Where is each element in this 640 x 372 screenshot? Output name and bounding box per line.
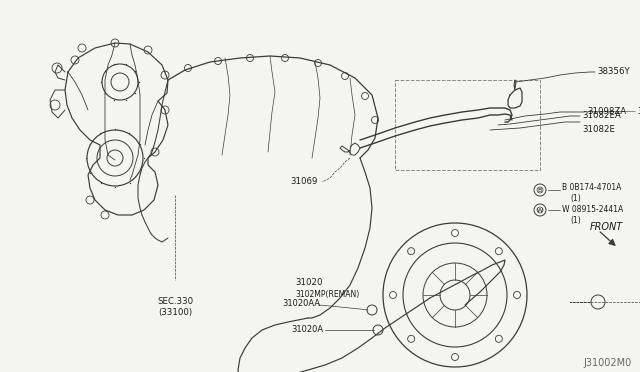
Text: 31020: 31020 <box>295 278 323 287</box>
Text: 38356Y: 38356Y <box>597 67 630 76</box>
Text: W 08915-2441A: W 08915-2441A <box>562 205 623 215</box>
Text: B: B <box>538 187 542 192</box>
Bar <box>395 80 540 170</box>
Text: 31082EA: 31082EA <box>582 112 621 121</box>
Text: 31082E: 31082E <box>582 125 615 135</box>
Text: 31020A: 31020A <box>291 326 323 334</box>
Text: 31069: 31069 <box>291 177 318 186</box>
Text: J31002M0: J31002M0 <box>584 358 632 368</box>
Text: 31098Z: 31098Z <box>637 106 640 115</box>
Text: 3102MP(REMAN): 3102MP(REMAN) <box>295 290 359 299</box>
Text: SEC.330: SEC.330 <box>157 297 193 306</box>
Text: B 0B174-4701A: B 0B174-4701A <box>562 183 621 192</box>
Text: 31020AA: 31020AA <box>282 299 320 308</box>
Text: (1): (1) <box>570 193 580 202</box>
Text: (1): (1) <box>570 215 580 224</box>
Text: (33100): (33100) <box>158 308 192 317</box>
Text: W: W <box>537 208 543 212</box>
Text: 31098ZA: 31098ZA <box>587 106 626 115</box>
Text: FRONT: FRONT <box>590 222 623 232</box>
